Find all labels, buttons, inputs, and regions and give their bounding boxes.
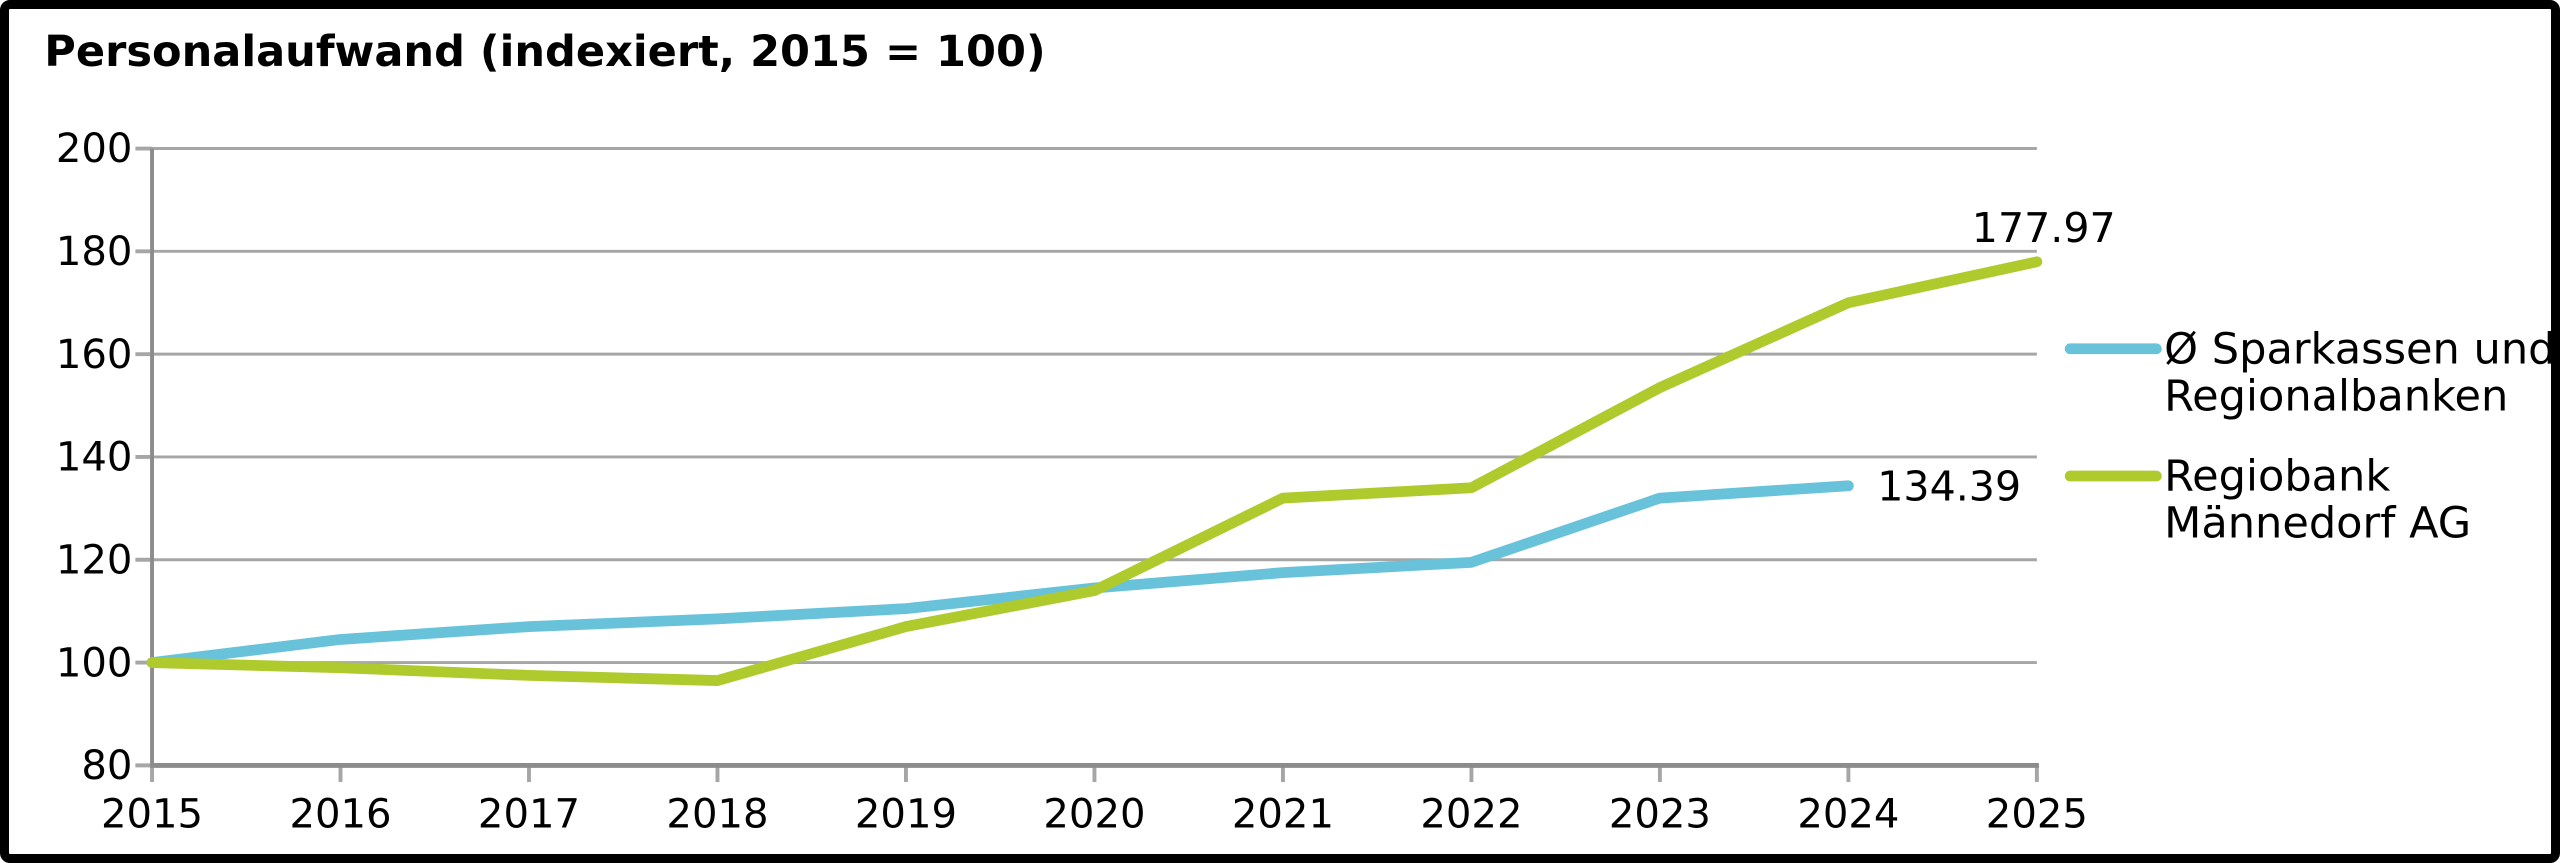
y-tick-label: 120 <box>56 537 133 583</box>
series-lines <box>146 256 2043 686</box>
series-line-regiobank <box>146 256 2043 686</box>
x-tick-label: 2018 <box>666 792 768 838</box>
legend-label-sparkassen-line1: Ø Sparkassen und <box>2164 324 2551 374</box>
x-tick-label: 2019 <box>855 792 957 838</box>
x-tick-label: 2015 <box>101 792 203 838</box>
y-tick-label: 80 <box>81 743 132 789</box>
y-axis-labels: 80 100 120 140 160 180 200 <box>56 126 133 789</box>
x-tick-label: 2020 <box>1043 792 1145 838</box>
x-axis-labels: 2015 2016 2017 2018 2019 2020 2021 2022 2023 2024… <box>101 792 2088 838</box>
legend: Ø Sparkassen und Regionalbanken Regioban… <box>2064 324 2551 549</box>
axes <box>135 146 2039 783</box>
y-tick-label: 140 <box>56 435 133 481</box>
x-tick-label: 2021 <box>1232 792 1334 838</box>
gridlines <box>152 147 2037 665</box>
data-label-regiobank: 177.97 <box>1972 204 2116 252</box>
series-line-sparkassen <box>146 480 1854 668</box>
line-chart: Personalaufwand (indexiert, 2015 = 100) … <box>44 27 2551 838</box>
x-tick-label: 2017 <box>478 792 580 838</box>
legend-label-sparkassen-line2: Regionalbanken <box>2164 371 2508 421</box>
y-tick-label: 180 <box>56 229 133 275</box>
chart-title: Personalaufwand (indexiert, 2015 = 100) <box>44 27 1045 77</box>
x-tick-label: 2016 <box>289 792 391 838</box>
x-tick-label: 2023 <box>1609 792 1711 838</box>
data-label-sparkassen: 134.39 <box>1877 463 2021 511</box>
y-tick-label: 100 <box>56 640 133 686</box>
y-tick-label: 160 <box>56 332 133 378</box>
x-tick-label: 2025 <box>1986 792 2088 838</box>
legend-label-regiobank-line1: Regiobank <box>2164 452 2390 502</box>
legend-label-regiobank-line2: Männedorf AG <box>2164 499 2471 549</box>
x-tick-label: 2024 <box>1797 792 1899 838</box>
x-tick-label: 2022 <box>1420 792 1522 838</box>
y-tick-label: 200 <box>56 126 133 172</box>
